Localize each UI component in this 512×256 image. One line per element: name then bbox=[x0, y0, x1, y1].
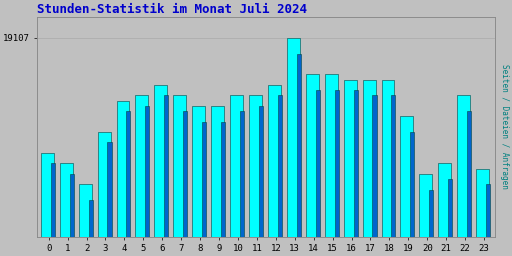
Bar bbox=[278, 95, 282, 256]
Bar bbox=[202, 122, 206, 256]
Bar bbox=[174, 95, 186, 256]
Bar bbox=[344, 80, 357, 256]
Bar bbox=[221, 122, 225, 256]
Bar bbox=[335, 90, 338, 256]
Bar bbox=[325, 74, 338, 256]
Bar bbox=[89, 200, 93, 256]
Bar bbox=[467, 111, 471, 256]
Bar bbox=[51, 163, 55, 256]
Bar bbox=[353, 90, 357, 256]
Bar bbox=[240, 111, 244, 256]
Bar bbox=[381, 80, 394, 256]
Bar bbox=[391, 95, 395, 256]
Bar bbox=[429, 189, 433, 256]
Bar bbox=[211, 106, 224, 256]
Bar bbox=[438, 163, 451, 256]
Bar bbox=[476, 169, 489, 256]
Bar bbox=[297, 54, 301, 256]
Bar bbox=[230, 95, 243, 256]
Bar bbox=[249, 95, 262, 256]
Bar bbox=[108, 142, 112, 256]
Bar bbox=[448, 179, 452, 256]
Bar bbox=[259, 106, 263, 256]
Bar bbox=[79, 184, 92, 256]
Bar bbox=[486, 184, 490, 256]
Bar bbox=[410, 132, 414, 256]
Bar bbox=[98, 132, 111, 256]
Bar bbox=[362, 80, 375, 256]
Bar bbox=[183, 111, 187, 256]
Bar bbox=[193, 106, 205, 256]
Bar bbox=[145, 106, 150, 256]
Bar bbox=[41, 153, 54, 256]
Bar bbox=[70, 174, 74, 256]
Text: Stunden-Statistik im Monat Juli 2024: Stunden-Statistik im Monat Juli 2024 bbox=[37, 3, 307, 16]
Bar bbox=[287, 38, 300, 256]
Bar bbox=[457, 95, 470, 256]
Bar bbox=[316, 90, 319, 256]
Bar bbox=[117, 101, 130, 256]
Bar bbox=[136, 95, 148, 256]
Bar bbox=[155, 85, 167, 256]
Bar bbox=[164, 95, 168, 256]
Bar bbox=[126, 111, 131, 256]
Bar bbox=[400, 116, 413, 256]
Bar bbox=[60, 163, 73, 256]
Bar bbox=[306, 74, 319, 256]
Bar bbox=[268, 85, 281, 256]
Bar bbox=[419, 174, 432, 256]
Bar bbox=[372, 95, 376, 256]
